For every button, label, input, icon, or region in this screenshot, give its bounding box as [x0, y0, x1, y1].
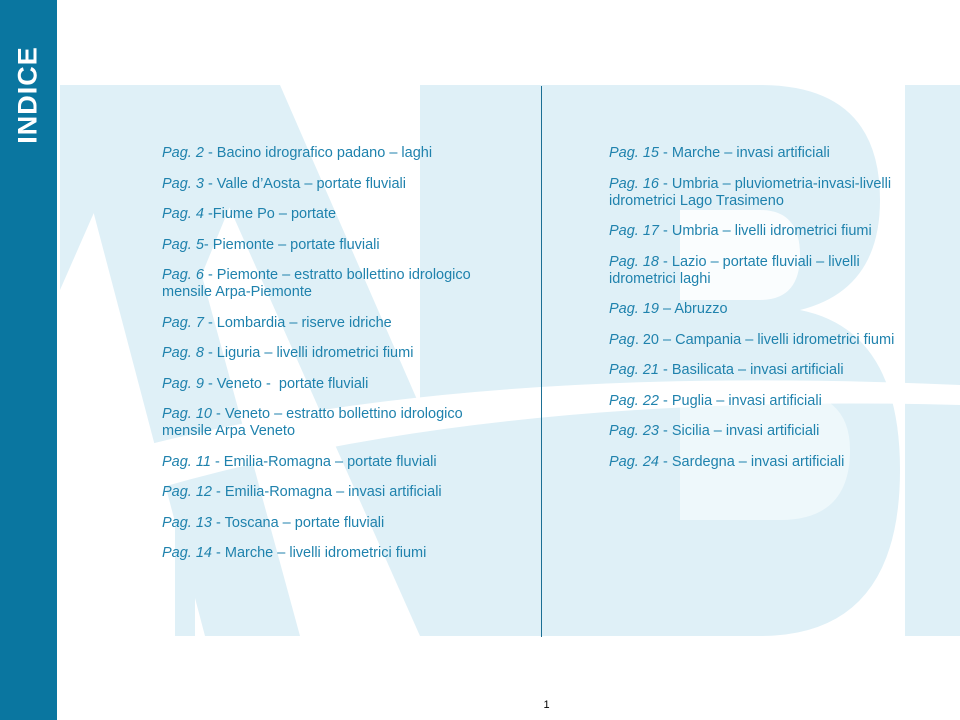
entry-page: Pag. 15 — [609, 145, 659, 161]
entry-page: Pag. 3 — [162, 175, 204, 192]
entry-page: Pag. 21 — [609, 362, 659, 378]
entry-title: - Umbria – pluviometria-invasi-livelli i… — [609, 175, 896, 209]
entry-page: Pag. 6 — [162, 267, 204, 283]
index-entry: Pag. 24 - Sardegna – invasi artificiali — [609, 454, 909, 471]
entry-page: Pag. 18 — [609, 253, 659, 270]
entry-page: Pag. 12 — [162, 484, 212, 500]
entry-page: Pag. 14 — [162, 545, 212, 561]
index-entry: Pag. 17 - Umbria – livelli idrometrici f… — [609, 223, 909, 240]
index-right-column: Pag. 15 - Marche – invasi artificiali Pag… — [609, 145, 909, 484]
entry-title: - Veneto - portate fluviali — [203, 375, 369, 392]
page-number: 1 — [543, 699, 550, 711]
entry-title: - Toscana – portate fluviali — [212, 514, 385, 531]
entry-title: – Abruzzo — [659, 301, 728, 317]
entry-page: Pag. 23 — [609, 423, 659, 439]
index-entry: Pag. 16 - Umbria – pluviometria-invasi-l… — [609, 176, 909, 210]
entry-page: Pag. 24 — [609, 453, 659, 470]
entry-page: Pag. 13 — [162, 514, 212, 531]
entry-title: - Marche – invasi artificiali — [659, 145, 830, 161]
entry-page: Pag — [609, 331, 635, 348]
entry-page: Pag. 9 — [162, 375, 204, 392]
index-left-column: Pag. 2 - Bacino idrografico padano – lag… — [162, 145, 502, 576]
sidebar: INDICE — [0, 0, 57, 720]
entry-title: - Lazio – portate fluviali – livelli idr… — [609, 253, 864, 287]
entry-title: - Emilia-Romagna – invasi artificiali — [212, 484, 442, 500]
sidebar-title: INDICE — [12, 46, 43, 144]
entry-title: - Sicilia – invasi artificiali — [659, 423, 820, 439]
entry-page: Pag. 7 — [162, 314, 204, 331]
index-entry: Pag. 10 - Veneto – estratto bollettino i… — [162, 406, 502, 440]
entry-title: - Liguria – livelli idrometrici fiumi — [203, 345, 414, 361]
index-entry: Pag. 6 - Piemonte – estratto bollettino … — [162, 267, 502, 301]
index-entry: Pag. 19 – Abruzzo — [609, 301, 909, 318]
entry-page: Pag. 10 — [162, 406, 212, 422]
index-entry: Pag. 11 - Emilia-Romagna – portate fluvi… — [162, 454, 502, 471]
entry-page: Pag. 8 — [162, 345, 204, 361]
entry-title: - Piemonte – estratto bollettino idrolog… — [162, 267, 475, 300]
index-entry: Pag. 20 – Campania – livelli idrometrici… — [609, 332, 909, 349]
index-entry: Pag. 7 - Lombardia – riserve idriche — [162, 315, 502, 332]
index-entry: Pag. 2 - Bacino idrografico padano – lag… — [162, 145, 502, 162]
index-entry: Pag. 18 - Lazio – portate fluviali – liv… — [609, 254, 909, 288]
entry-title: - Sardegna – invasi artificiali — [659, 453, 845, 470]
entry-page: Pag. 2 — [162, 145, 204, 161]
index-entry: Pag. 8 - Liguria – livelli idrometrici f… — [162, 345, 502, 362]
index-entry: Pag. 9 - Veneto - portate fluviali — [162, 376, 502, 393]
entry-title: - Emilia-Romagna – portate fluviali — [210, 453, 437, 470]
entry-title: - Basilicata – invasi artificiali — [659, 362, 844, 378]
index-entry: Pag. 12 - Emilia-Romagna – invasi artifi… — [162, 484, 502, 501]
entry-title: - Valle d’Aosta – portate fluviali — [203, 175, 406, 192]
entry-page: Pag. 22 — [609, 392, 659, 409]
entry-title: . 20 – Campania – livelli idrometrici fi… — [634, 331, 895, 348]
index-entry: Pag. 23 - Sicilia – invasi artificiali — [609, 423, 909, 440]
entry-title: - Veneto – estratto bollettino idrologic… — [162, 406, 467, 439]
entry-page: Pag. 16 — [609, 175, 659, 192]
index-entry: Pag. 3 - Valle d’Aosta – portate fluvial… — [162, 176, 502, 193]
entry-title: - Bacino idrografico padano – laghi — [203, 145, 433, 161]
entry-title: - Umbria – livelli idrometrici fiumi — [659, 223, 872, 239]
entry-page: Pag. 4 — [162, 206, 204, 222]
entry-title: - Marche – livelli idrometrici fiumi — [212, 545, 427, 561]
entry-page: Pag. 17 — [609, 223, 659, 239]
entry-title: - Piemonte – portate fluviali — [203, 236, 380, 253]
index-entry: Pag. 21 - Basilicata – invasi artificial… — [609, 362, 909, 379]
entry-title: -Fiume Po – portate — [203, 206, 337, 222]
entry-page: Pag. 11 — [162, 453, 211, 470]
index-entry: Pag. 5- Piemonte – portate fluviali — [162, 237, 502, 254]
index-entry: Pag. 22 - Puglia – invasi artificiali — [609, 393, 909, 410]
entry-title: - Puglia – invasi artificiali — [659, 392, 822, 409]
index-entry: Pag. 14 - Marche – livelli idrometrici f… — [162, 545, 502, 562]
index-entry: Pag. 15 - Marche – invasi artificiali — [609, 145, 909, 162]
entry-title: - Lombardia – riserve idriche — [203, 314, 392, 331]
index-entry: Pag. 13 - Toscana – portate fluviali — [162, 515, 502, 532]
column-divider — [541, 86, 542, 637]
index-entry: Pag. 4 -Fiume Po – portate — [162, 206, 502, 223]
entry-page: Pag. 5 — [162, 236, 204, 253]
entry-page: Pag. 19 — [609, 301, 659, 317]
